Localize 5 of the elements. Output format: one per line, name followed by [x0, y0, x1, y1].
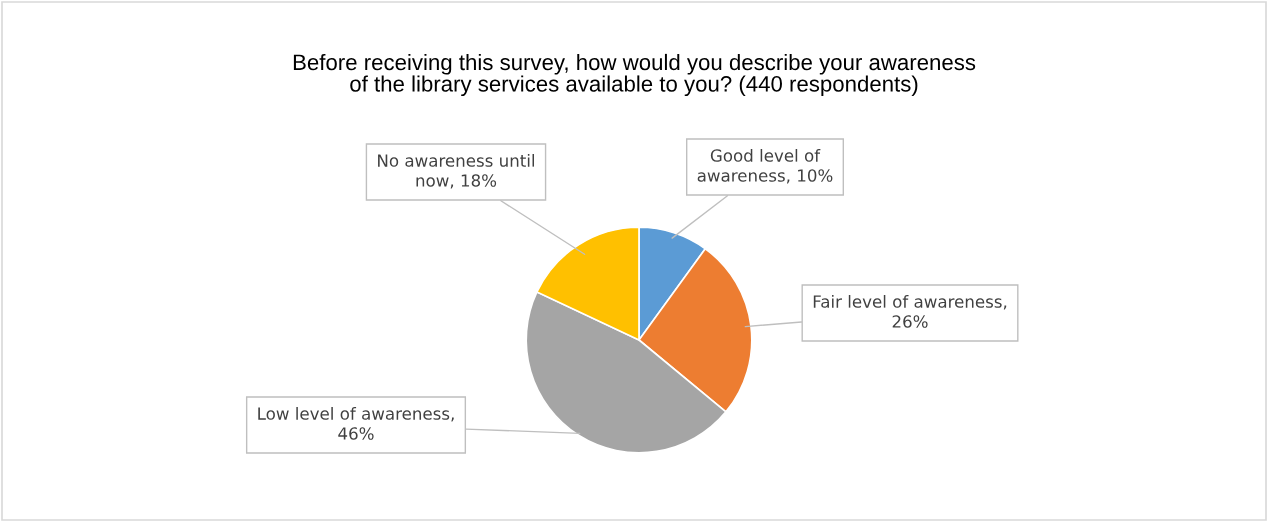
chart-title: Before receiving this survey, how would you describe your awareness of the library services available to you? (440 respondents) — [293, 53, 976, 97]
slice-label: Good level of awareness, 10% — [697, 148, 833, 184]
slice-label: Low level of awareness, 46% — [258, 406, 454, 440]
slice-label: No awareness until now, 18% — [378, 153, 535, 189]
slice-label: Fair level of awareness, 26% — [813, 294, 1007, 328]
